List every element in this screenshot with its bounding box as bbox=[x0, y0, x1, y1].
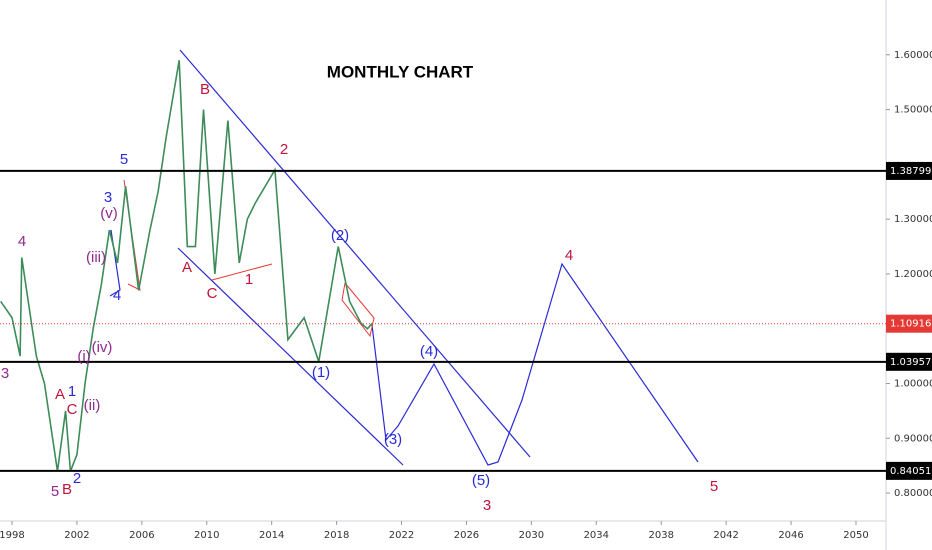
wave-label: 1 bbox=[245, 271, 253, 288]
wave-label: (2) bbox=[331, 227, 349, 244]
wave-label: 5 bbox=[710, 478, 718, 495]
x-tick-label: 2018 bbox=[324, 530, 349, 541]
level-tag bbox=[886, 352, 932, 371]
x-tick-label: 2006 bbox=[129, 530, 154, 541]
x-tick-label: 2042 bbox=[713, 530, 738, 541]
chart-title: MONTHLY CHART bbox=[327, 62, 474, 81]
price-line bbox=[0, 60, 373, 472]
wave-label: (v) bbox=[100, 205, 118, 222]
y-tick-label: 1.50000 bbox=[894, 105, 932, 116]
wave-label: (iii) bbox=[86, 249, 106, 266]
channel-upper bbox=[179, 49, 531, 458]
wave-label: C bbox=[67, 401, 78, 418]
level-tag bbox=[886, 161, 932, 180]
y-tick-label: 1.30000 bbox=[894, 214, 932, 225]
wave-label: C bbox=[207, 285, 218, 302]
x-tick-label: 2034 bbox=[584, 530, 609, 541]
wave-label: A bbox=[182, 259, 192, 276]
level-label: 1.03957 bbox=[890, 357, 931, 368]
wave-label: 3 bbox=[104, 189, 112, 206]
y-tick-label: 1.00000 bbox=[894, 378, 932, 389]
flag bbox=[341, 282, 375, 338]
level-label: 1.38799 bbox=[890, 166, 931, 177]
wave-label: 2 bbox=[280, 141, 288, 158]
wave-label: (i) bbox=[77, 348, 90, 365]
x-tick-label: 2038 bbox=[648, 530, 673, 541]
wave-label: 5 bbox=[120, 151, 128, 168]
wave-label: 3 bbox=[483, 497, 491, 514]
x-tick-label: 2022 bbox=[389, 530, 414, 541]
wave-label: (3) bbox=[384, 431, 402, 448]
level-tag bbox=[886, 461, 932, 480]
y-tick-label: 0.90000 bbox=[894, 433, 932, 444]
wave-label: B bbox=[200, 81, 210, 98]
x-tick-label: 2030 bbox=[519, 530, 544, 541]
projection-path bbox=[371, 262, 699, 466]
level-label: 1.10916 bbox=[890, 319, 931, 330]
x-tick-label: 2010 bbox=[194, 530, 219, 541]
wave-label: 2 bbox=[73, 470, 81, 487]
wave-label: 4 bbox=[565, 247, 573, 264]
wave-label: (5) bbox=[472, 472, 490, 489]
wave-label: 3 bbox=[1, 365, 9, 382]
wave-label: (1) bbox=[312, 364, 330, 381]
wave-label: 4 bbox=[113, 287, 121, 304]
y-tick-label: 1.20000 bbox=[894, 269, 932, 280]
x-tick-label: 2002 bbox=[64, 530, 89, 541]
x-tick-label: 2026 bbox=[454, 530, 479, 541]
x-tick-label: 2014 bbox=[259, 530, 284, 541]
y-tick-label: 0.80000 bbox=[894, 488, 932, 499]
wave-label: (4) bbox=[420, 343, 438, 360]
wave-label: (iv) bbox=[92, 339, 113, 356]
wave-label: A bbox=[55, 386, 65, 403]
x-tick-label: 2046 bbox=[778, 530, 803, 541]
level-tag bbox=[886, 314, 932, 333]
x-tick-label: 1998 bbox=[0, 530, 25, 541]
y-tick-label: 1.60000 bbox=[894, 50, 932, 61]
channel-lower bbox=[177, 247, 404, 466]
level-label: 0.84051 bbox=[890, 466, 931, 477]
x-tick-label: 2050 bbox=[843, 530, 868, 541]
wave-label: 5 bbox=[51, 483, 59, 500]
wave-label: (ii) bbox=[84, 397, 101, 414]
wave-label: 1 bbox=[68, 383, 76, 400]
trend-line bbox=[211, 263, 273, 281]
wave-label: B bbox=[62, 481, 72, 498]
wave-label: 4 bbox=[18, 233, 26, 250]
